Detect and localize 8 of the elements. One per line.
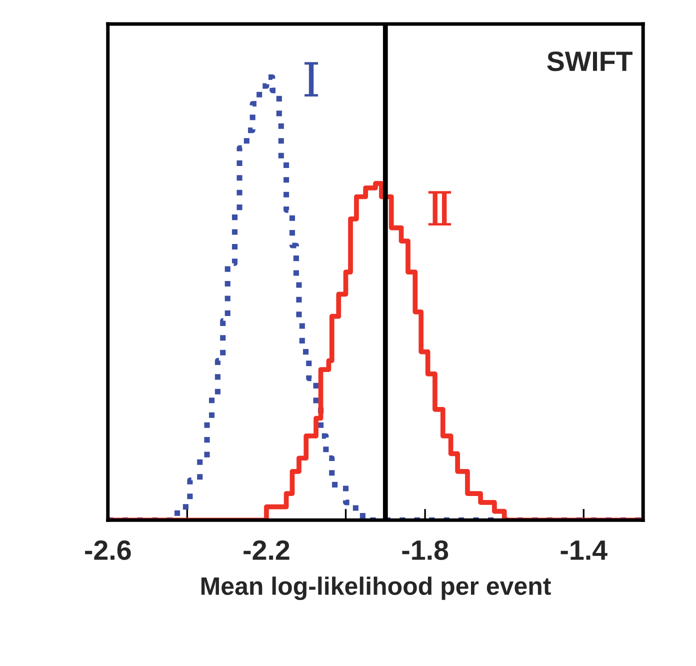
x-tick-label: -1.4	[560, 540, 608, 560]
text: SWIFT	[547, 51, 632, 72]
series-label: Ⅱ	[428, 191, 452, 226]
x-tick-label: -2.2	[244, 540, 290, 560]
x-tick-label: -2.6	[85, 540, 131, 560]
x-tick-label: -1.8	[402, 540, 448, 560]
series-label: Ⅰ	[304, 62, 318, 97]
x-axis-title: Mean log-likelihood per event	[201, 576, 551, 600]
